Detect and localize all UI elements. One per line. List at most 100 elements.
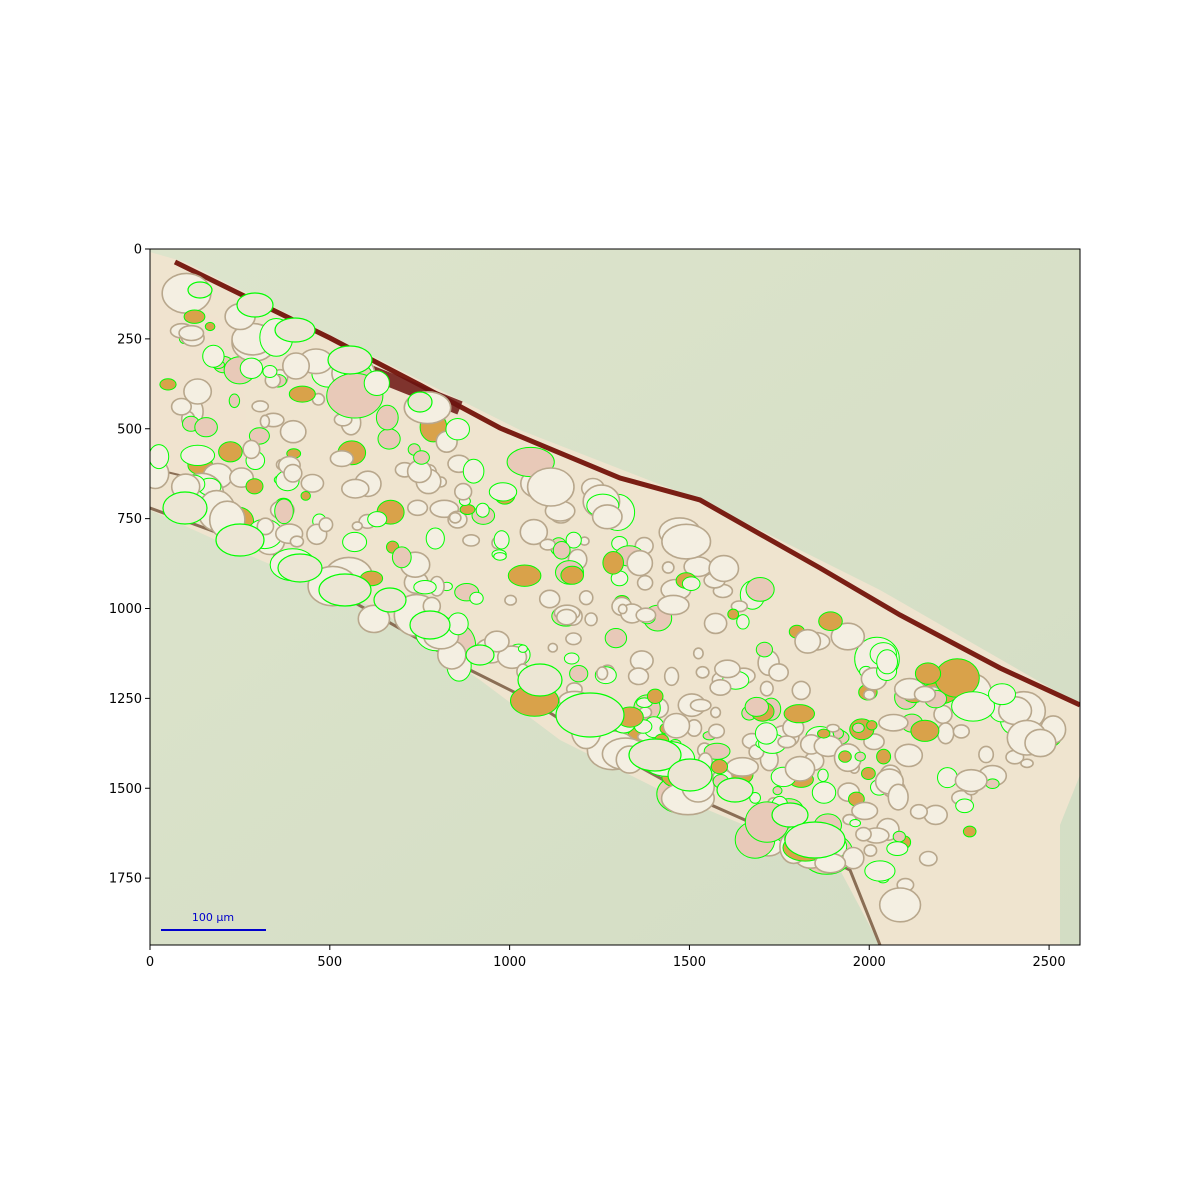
cell-outline [290,536,303,547]
cell-outline [647,689,663,703]
cell-outline [446,419,470,440]
cell-outline [160,379,176,390]
cell-outline [240,358,262,378]
cell-outline [663,562,674,573]
cell-outline [745,697,768,716]
cell-outline [956,799,974,813]
cell-outline [694,648,703,659]
y-tick-label: 250 [117,332,142,347]
y-tick-label: 500 [117,422,142,437]
cell-outline [540,590,560,607]
cell-outline [181,445,215,465]
cell-outline [580,591,593,605]
cell-outline [953,725,969,738]
cell-outline [879,715,908,731]
cell-outline [938,723,954,744]
cell-outline [627,551,652,576]
cell-outline [540,539,555,550]
cell-outline [696,667,709,678]
cell-outline [839,751,852,762]
cell-outline [460,505,475,515]
y-tick-label: 1250 [109,692,142,707]
cell-outline [761,681,774,695]
x-tick-label: 1000 [493,955,526,970]
cell-outline [769,664,788,681]
cell-outline [818,769,828,781]
micrograph-image [142,249,1080,945]
epidermal-cell-outline [668,759,712,791]
cell-outline [709,724,725,738]
cell-outline [494,531,509,549]
cell-outline [408,500,428,515]
epidermal-cell-outline [410,611,450,639]
cell-outline [414,581,436,594]
cell-outline [880,888,921,922]
cell-outline [229,394,239,408]
epidermal-cell-outline [518,664,562,696]
cell-outline [179,326,203,341]
epidermal-cell-outline [319,574,371,606]
cell-outline [864,690,875,700]
cell-outline [705,613,727,633]
cell-outline [203,345,224,367]
cell-outline [850,820,861,827]
cell-outline [818,729,830,738]
cell-outline [184,310,205,323]
cell-outline [785,757,814,781]
cell-outline [289,386,315,402]
cell-outline [553,542,570,560]
cell-outline [963,826,976,837]
cell-outline [246,479,263,494]
cell-outline [911,720,939,741]
cell-outline [548,643,557,652]
cell-outline [284,465,302,482]
cell-outline [184,379,211,404]
cell-outline [636,608,655,622]
cell-outline [518,645,527,652]
cell-outline [342,479,369,498]
cell-outline [986,779,999,789]
cell-outline [149,445,169,469]
x-tick-label: 2000 [853,955,886,970]
cell-outline [888,784,908,810]
cell-outline [281,421,306,443]
cell-outline [195,418,218,437]
cell-outline [778,736,796,748]
y-tick-label: 1000 [109,602,142,617]
cell-outline [566,633,581,645]
x-tick-label: 1500 [673,955,706,970]
cell-outline [924,805,947,824]
y-tick-label: 1750 [109,872,142,887]
cell-outline [658,595,689,614]
cell-outline [319,518,332,532]
cell-outline [915,663,940,684]
cell-outline [795,630,820,653]
cell-outline [301,492,310,501]
cell-outline [603,552,624,575]
epidermal-cell-outline [275,318,315,342]
cell-outline [819,612,843,631]
cell-outline [455,484,472,500]
epidermal-cell-outline [466,645,494,665]
y-tick-label: 750 [117,512,142,527]
cell-outline [955,770,987,792]
cell-outline [756,642,772,657]
cell-outline [877,749,891,764]
cell-outline [528,468,574,506]
cell-outline [682,577,700,591]
cell-outline [737,615,749,629]
y-tick-label: 0 [134,243,142,258]
cell-outline [470,592,483,604]
cell-outline [665,668,679,686]
cell-outline [867,721,877,730]
cell-outline [877,650,898,674]
cell-outline [887,842,908,856]
epidermal-cell-outline [328,346,372,374]
cell-outline [368,512,387,527]
cell-outline [564,653,579,664]
cell-outline [812,782,835,803]
cell-outline [979,746,993,762]
cell-outline [989,684,1016,705]
cell-outline [593,505,622,529]
cell-outline [893,831,905,842]
